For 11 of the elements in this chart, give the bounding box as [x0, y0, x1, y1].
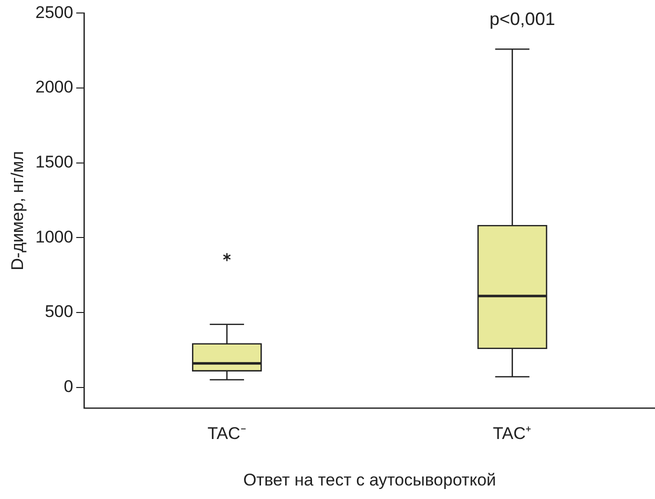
y-tick-label: 1500 — [35, 152, 74, 172]
annotation: p<0,001 — [490, 9, 556, 30]
y-tick-label: 0 — [64, 376, 74, 396]
y-tick-label: 2000 — [35, 78, 74, 97]
y-tick-label: 500 — [44, 302, 74, 322]
x-axis-title: Ответ на тест с аутосывороткой — [243, 470, 496, 490]
x-tick-label: TAC⁺ — [492, 424, 532, 444]
x-tick-label: TAC⁻ — [208, 424, 246, 444]
y-tick-label: 1000 — [35, 227, 74, 246]
y-axis-title: D-димер, нг/мл — [8, 151, 27, 270]
y-tick-label: 2500 — [35, 2, 74, 22]
